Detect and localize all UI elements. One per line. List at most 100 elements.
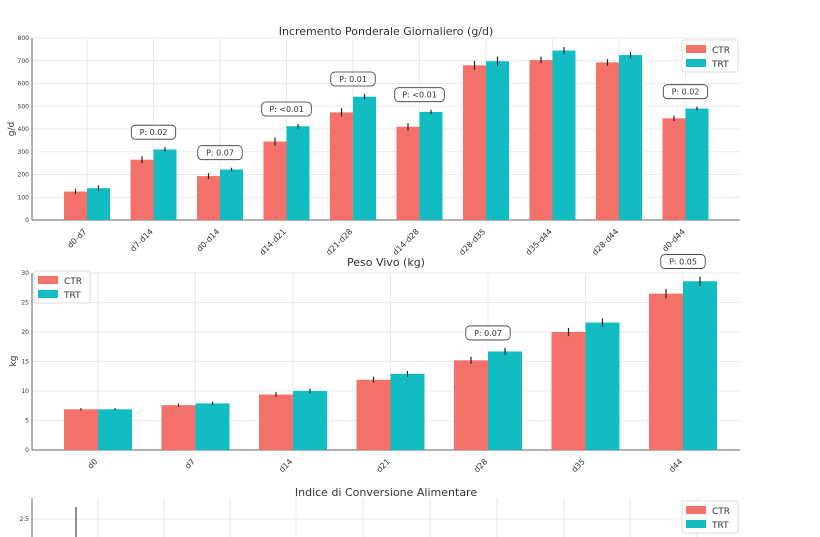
bar-ctr-d35 [551,332,586,450]
p-value-annotation: P: 0.05 [660,254,706,269]
bar-trt-d0-d7 [87,188,110,220]
y-tick-label: 500 [18,103,30,110]
bar-ctr-d14-d21 [263,141,287,220]
x-tick-label: d44 [667,457,684,474]
bar-trt-d28 [488,351,522,450]
x-tick-label: d21-d28 [324,227,354,257]
chart-title: Peso Vivo (kg) [347,256,425,269]
legend-label-trt: TRT [711,521,729,531]
legend-box [681,39,739,73]
bar-ctr-d28-d44 [596,62,619,220]
p-value-label: P: 0.01 [339,75,367,84]
x-tick-label: d28 [472,457,489,474]
bar-ctr-d0-d14 [197,176,220,220]
p-value-box [465,325,511,341]
chart-title: Indice di Conversione Alimentare [295,486,477,499]
bar-trt-d28-d44 [619,55,642,220]
p-value-annotation: P: 0.01 [330,71,376,87]
x-tick-label: d14-d28 [391,227,421,257]
x-tick-label: d7-d14 [129,227,155,253]
bar-trt-d0 [98,409,132,450]
legend-box [681,500,739,534]
x-tick-label: d28-d35 [457,227,487,257]
p-value-box [660,254,706,269]
bar-trt-d0-d44 [685,108,709,220]
y-tick-label: 700 [18,58,30,65]
bar-trt-d21 [390,373,425,450]
bar-ctr-d7 [161,405,196,450]
legend-label-ctr: CTR [64,277,82,287]
p-value-annotation: P: <0.01 [261,101,312,117]
y-tick-label: 5 [25,418,29,425]
p-value-box [394,87,445,103]
p-value-annotation: P: 0.07 [465,325,511,341]
legend: CTR TRT [33,270,91,304]
y-tick-label: 15 [21,359,29,366]
p-value-annotation: P: 0.02 [130,124,177,140]
bar-trt-d28-d35 [486,61,509,220]
y-tick-label: 10 [21,388,29,395]
p-value-label: P: 0.02 [140,128,168,137]
legend-swatch-trt [686,59,706,67]
y-tick-label: 20 [21,329,29,336]
p-value-box [662,84,709,100]
y-tick-label: 200 [18,172,30,179]
p-value-label: P: <0.01 [269,105,304,114]
p-value-annotation: P: <0.01 [394,87,445,103]
x-tick-label: d35-d44 [524,227,554,257]
x-tick-label: d7 [183,457,197,471]
bar-ctr-d35-d44 [529,60,553,220]
p-value-annotation: P: 0.02 [662,84,709,100]
x-tick-label: d14-d21 [258,227,288,257]
y-axis-label: g/d [7,122,17,136]
p-value-box [197,145,243,161]
bar-ctr-d7-d14 [130,159,154,220]
bar-trt-d14-d21 [286,126,310,220]
y-tick-label: 2.5 [19,516,29,523]
bar-trt-d14-d28 [419,111,443,220]
legend-label-ctr: CTR [712,46,730,56]
y-tick-label: 300 [18,149,30,156]
p-value-label: P: <0.01 [402,91,437,100]
x-tick-label: d0-d44 [661,227,687,253]
chart-title: Incremento Ponderale Giornaliero (g/d) [279,25,494,38]
legend-swatch-ctr [38,276,58,284]
legend-label-trt: TRT [63,291,81,301]
y-tick-label: 30 [21,270,29,277]
chart-peso-vivo: Peso Vivo (kg) kg 0 5 10 15 20 25 30 d0 d7 d14 d21… [9,254,740,474]
bar-ctr-d21 [356,379,391,450]
y-tick-label: 0 [25,217,29,224]
bar-ctr-d14-d28 [396,126,420,220]
y-tick-label: 25 [21,300,29,307]
x-tick-label: d35 [570,457,587,474]
legend: CTR TRT [681,39,739,73]
bar-trt-d21-d28 [353,96,376,220]
p-value-box [130,124,177,140]
x-tick-label: d28-d44 [590,227,620,257]
bar-trt-d0-d14 [220,169,243,220]
bar-trt-d44 [683,281,717,450]
bar-ctr-d0-d44 [662,118,686,220]
x-tick-label: d14 [277,457,294,474]
bar-ctr-d0 [64,409,98,450]
x-tick-label: d21 [375,457,392,474]
p-value-annotation: P: 0.07 [197,145,243,161]
bar-ctr-d28 [454,360,488,450]
y-tick-label: 100 [18,194,30,201]
legend-swatch-trt [686,520,706,528]
bar-ctr-d0-d7 [64,191,87,220]
y-axis-label: kg [9,356,19,367]
bar-ctr-d44 [649,293,683,450]
p-value-box [261,101,312,117]
x-tick-label: d0-d14 [195,227,221,253]
legend-label-ctr: CTR [712,507,730,517]
y-tick-label: 400 [18,126,30,133]
legend-label-trt: TRT [711,60,729,70]
legend-swatch-trt [38,290,58,298]
p-value-label: P: 0.05 [669,258,697,267]
y-tick-label: 600 [18,81,30,88]
p-value-box [330,71,376,87]
legend: CTR TRT [681,500,739,534]
bar-trt-d7-d14 [153,149,177,220]
